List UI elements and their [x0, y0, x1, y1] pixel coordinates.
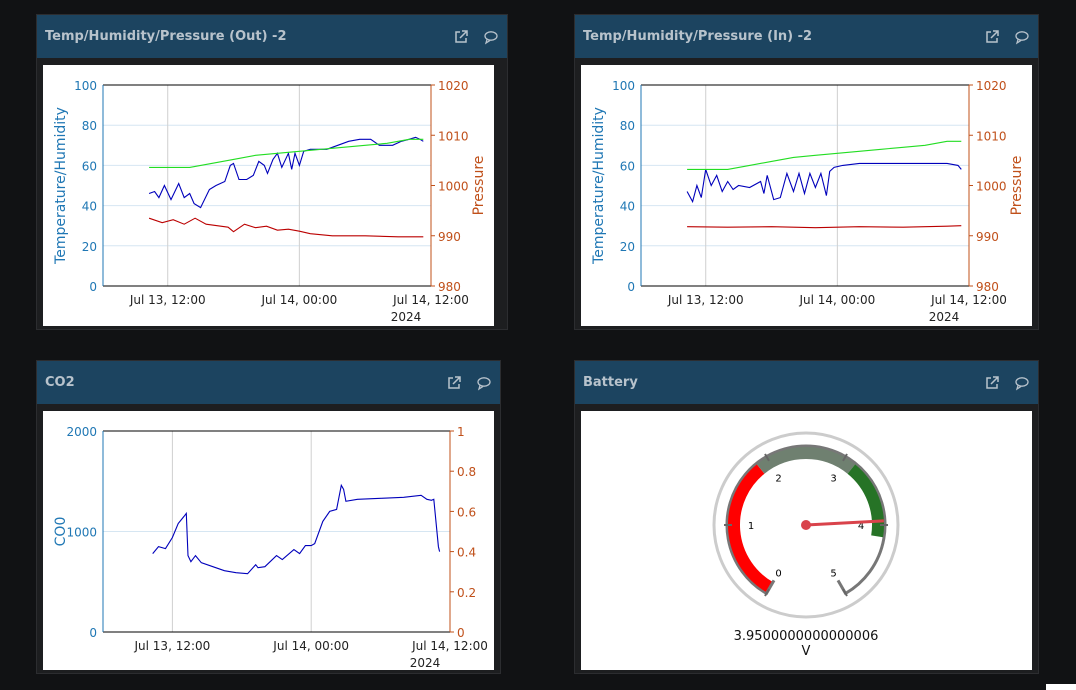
- x-tick-label: Jul 14, 12:00: [392, 293, 469, 307]
- external-link-icon[interactable]: [446, 375, 462, 391]
- panel-title: Temp/Humidity/Pressure (Out) -2: [45, 29, 287, 44]
- panel-title: Temp/Humidity/Pressure (In) -2: [583, 29, 813, 44]
- gauge-needle: [805, 519, 884, 527]
- gauge-tick-label: 0: [775, 569, 781, 580]
- series-temperature: [149, 138, 424, 168]
- external-link-icon[interactable]: [984, 29, 1000, 45]
- y2-axis-title: Pressure: [1009, 156, 1025, 216]
- x-tick-label: Jul 13, 12:00: [129, 293, 206, 307]
- y2-axis-title: Pressure: [471, 156, 487, 216]
- x-year-label: 2024: [929, 310, 960, 324]
- x-tick-label: Jul 13, 12:00: [667, 293, 744, 307]
- panel-header: Temp/Humidity/Pressure (In) -2: [575, 15, 1038, 58]
- y2-tick-label: 0.6: [457, 505, 476, 519]
- y-tick-label: 1000: [66, 526, 97, 540]
- panel-co2: CO2 0 1000 2000 0 0.2 0.4 0.6 0.8 1 Jul 13, 12:00…: [36, 360, 501, 674]
- y2-tick-label: 1010: [438, 129, 469, 143]
- x-tick-label: Jul 14, 12:00: [411, 639, 488, 653]
- gauge-band: [756, 447, 856, 474]
- external-link-icon[interactable]: [453, 29, 469, 45]
- y2-tick-label: 1020: [438, 79, 469, 93]
- panel-header: Battery: [575, 361, 1038, 404]
- gauge-outer-ring: [712, 431, 900, 619]
- panel-temp-out: Temp/Humidity/Pressure (Out) -2 0 20 40 60 8…: [36, 14, 508, 330]
- y2-tick-label: 1000: [438, 180, 469, 194]
- y-tick-label: 20: [620, 240, 635, 254]
- gauge-tick: [842, 453, 848, 462]
- gauge-tick-label: 3: [830, 473, 836, 484]
- comment-icon[interactable]: [476, 375, 492, 391]
- series-pressure: [148, 217, 424, 238]
- y-axis-title: Temperature/Humidity: [591, 107, 607, 265]
- y-tick-label: 100: [612, 79, 635, 93]
- x-year-label: 2024: [410, 656, 441, 670]
- comment-icon[interactable]: [1014, 375, 1030, 391]
- gauge-needle-hub: [801, 520, 811, 530]
- y2-tick-label: 980: [438, 280, 461, 294]
- y2-tick-label: 1020: [976, 79, 1007, 93]
- panel-battery: Battery 0 1 2 3 4 5 3.9500000000000006 V: [574, 360, 1039, 674]
- chart-co2: 0 1000 2000 0 0.2 0.4 0.6 0.8 1 Jul 13, 12:00 Jul …: [53, 425, 488, 670]
- y-tick-label: 100: [74, 79, 97, 93]
- corner-block: [1046, 684, 1076, 690]
- y2-tick-label: 0.8: [457, 465, 476, 479]
- gauge-tick-label: 1: [748, 521, 754, 532]
- y-tick-label: 80: [620, 119, 635, 133]
- y-tick-label: 40: [82, 200, 97, 214]
- x-tick-label: Jul 14, 00:00: [260, 293, 337, 307]
- y-tick-label: 0: [627, 280, 635, 294]
- y2-tick-label: 0: [457, 626, 465, 640]
- panel-header: CO2: [37, 361, 500, 404]
- chart-temp-in: 0 20 40 60 80 100 980 990 1000 1010 1020 Jul 13, 12…: [591, 79, 1025, 324]
- series-temperature: [687, 140, 962, 170]
- y2-tick-label: 990: [438, 230, 461, 244]
- gauge-tick-label: 4: [858, 521, 864, 532]
- y2-tick-label: 1000: [976, 180, 1007, 194]
- x-tick-label: Jul 13, 12:00: [134, 639, 211, 653]
- y2-tick-label: 1010: [976, 129, 1007, 143]
- y-tick-label: 80: [82, 119, 97, 133]
- gauge-value: 3.9500000000000006: [734, 629, 879, 644]
- y-tick-label: 0: [89, 280, 97, 294]
- gauge-tick: [764, 453, 770, 462]
- gauge-tick: [842, 588, 848, 597]
- gauge-unit: V: [802, 644, 811, 659]
- series-humidity: [148, 136, 424, 209]
- panel-title: Battery: [583, 375, 638, 390]
- y-tick-label: 0: [89, 626, 97, 640]
- x-tick-label: Jul 14, 00:00: [798, 293, 875, 307]
- gauge-scale-arc: [725, 444, 887, 595]
- series-pressure: [687, 225, 962, 229]
- y-tick-label: 2000: [66, 425, 97, 439]
- y2-tick-label: 980: [976, 280, 999, 294]
- panel-title: CO2: [45, 375, 75, 390]
- gauge-tick-label: 5: [830, 569, 836, 580]
- y2-tick-label: 0.4: [457, 546, 476, 560]
- y2-tick-label: 990: [976, 230, 999, 244]
- y-tick-label: 60: [82, 159, 97, 173]
- gauge-band: [847, 464, 884, 538]
- panel-temp-in: Temp/Humidity/Pressure (In) -2 0 20 40 60 80…: [574, 14, 1039, 330]
- chart-temp-out: 0 20 40 60 80 100 980 990 1000 1010 1020 Jul 13, 12…: [53, 79, 487, 324]
- y2-tick-label: 0.2: [457, 586, 476, 600]
- y-tick-label: 40: [620, 200, 635, 214]
- series-co2: [152, 483, 441, 575]
- x-year-label: 2024: [391, 310, 422, 324]
- comment-icon[interactable]: [1014, 29, 1030, 45]
- y-tick-label: 60: [620, 159, 635, 173]
- panel-header: Temp/Humidity/Pressure (Out) -2: [37, 15, 507, 58]
- y-tick-label: 20: [82, 240, 97, 254]
- x-tick-label: Jul 14, 12:00: [930, 293, 1007, 307]
- y-axis-title: CO0: [53, 517, 69, 547]
- gauge-band: [728, 464, 774, 593]
- y-axis-title: Temperature/Humidity: [53, 107, 69, 265]
- series-humidity: [686, 162, 962, 204]
- external-link-icon[interactable]: [984, 375, 1000, 391]
- y2-tick-label: 1: [457, 425, 465, 439]
- comment-icon[interactable]: [483, 29, 499, 45]
- x-tick-label: Jul 14, 00:00: [272, 639, 349, 653]
- gauge-tick: [764, 588, 770, 597]
- gauge-tick-label: 2: [775, 473, 781, 484]
